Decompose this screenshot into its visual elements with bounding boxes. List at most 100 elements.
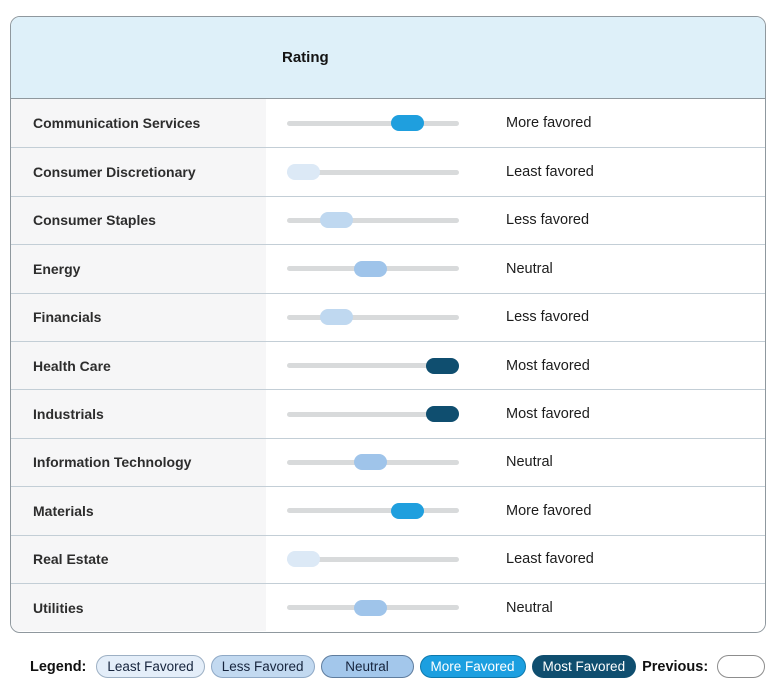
rating-slider-track [287, 212, 459, 229]
rating-text: Least favored [506, 551, 594, 568]
table-row: Utilities Neutral [11, 582, 765, 632]
rating-slider-thumb [287, 164, 320, 181]
sector-label-cell: Health Care [11, 341, 266, 390]
sector-label-cell: Information Technology [11, 438, 266, 487]
legend-label: Legend: [30, 658, 87, 675]
rating-text: Neutral [506, 260, 553, 277]
legend-pill-neutral: Neutral [320, 655, 414, 678]
rating-text: Neutral [506, 454, 553, 471]
sector-name: Health Care [33, 357, 111, 374]
table-row: Information Technology Neutral [11, 437, 765, 487]
sector-name: Utilities [33, 599, 84, 616]
legend-pill-more-favored: More Favored [419, 655, 526, 678]
sector-name: Consumer Staples [33, 212, 156, 229]
sector-name: Communication Services [33, 115, 201, 132]
rating-slider-cell [266, 438, 506, 487]
rating-slider-track [287, 599, 459, 616]
rating-slider-thumb [390, 502, 424, 519]
rating-slider-thumb [320, 309, 354, 326]
sector-rating-table: Rating Communication Services More favor… [10, 16, 766, 633]
rating-text: More favored [506, 502, 592, 519]
table-row: Consumer Discretionary Least favored [11, 147, 765, 196]
table-row: Energy Neutral [11, 244, 765, 293]
rating-text-cell: Least favored [506, 148, 765, 196]
table-row: Financials Less favored [11, 292, 765, 341]
sector-name: Materials [33, 502, 94, 519]
rating-slider-cell [266, 341, 506, 390]
sector-label-cell: Communication Services [11, 99, 266, 148]
rating-slider-cell [266, 196, 506, 245]
previous-empty-pill [717, 655, 766, 678]
rating-text-cell: Most favored [506, 390, 765, 438]
rating-text-cell: Least favored [506, 535, 765, 583]
rating-column-header: Rating [282, 49, 329, 66]
table-row: Communication Services More favored [11, 99, 765, 148]
sector-label-cell: Consumer Discretionary [11, 148, 266, 196]
rating-text: Neutral [506, 599, 553, 616]
rating-slider-thumb [320, 212, 354, 229]
sector-label-cell: Energy [11, 245, 266, 293]
rating-text-cell: Neutral [506, 438, 765, 487]
rating-text-cell: Neutral [506, 245, 765, 293]
rating-text: Least favored [506, 164, 594, 181]
rating-slider-cell [266, 245, 506, 293]
sector-label-cell: Consumer Staples [11, 196, 266, 245]
rating-slider-cell [266, 487, 506, 535]
rating-text: More favored [506, 115, 592, 132]
rating-slider-cell [266, 390, 506, 438]
sector-label-cell: Industrials [11, 390, 266, 438]
rating-slider-track [287, 115, 459, 132]
rating-slider-track [287, 406, 459, 423]
rating-slider-thumb [353, 454, 387, 471]
rating-slider-thumb [353, 260, 387, 277]
rating-slider-thumb [390, 115, 424, 132]
legend-bar: Legend: Least Favored Less Favored Neutral… [30, 655, 766, 678]
sector-label-cell: Real Estate [11, 535, 266, 583]
rating-slider-cell [266, 148, 506, 196]
sector-label-cell: Utilities [11, 583, 266, 632]
sector-name: Real Estate [33, 551, 109, 568]
legend-pill-less-favored: Less Favored [210, 655, 315, 678]
rating-text-cell: Most favored [506, 341, 765, 390]
sector-label-cell: Materials [11, 487, 266, 535]
sector-label-cell: Financials [11, 293, 266, 341]
rating-slider-cell [266, 293, 506, 341]
sector-name: Consumer Discretionary [33, 164, 196, 181]
rating-slider-track [287, 309, 459, 326]
rating-text: Less favored [506, 309, 590, 326]
previous-group: Previous: [642, 655, 766, 678]
table-row: Materials More favored [11, 486, 765, 535]
table-row: Health Care Most favored [11, 340, 765, 390]
rating-text-cell: More favored [506, 487, 765, 535]
rating-slider-track [287, 551, 459, 568]
table-row: Industrials Most favored [11, 389, 765, 438]
sector-name: Industrials [33, 406, 104, 423]
legend-pill-most-favored: Most Favored [531, 655, 637, 678]
rating-text-cell: More favored [506, 99, 765, 148]
rating-slider-cell [266, 583, 506, 632]
sector-name: Information Technology [33, 454, 192, 471]
rating-slider-track [287, 164, 459, 181]
rating-text: Most favored [506, 406, 590, 423]
legend-pill-least-favored: Least Favored [96, 655, 205, 678]
rating-slider-track [287, 357, 459, 374]
previous-label: Previous: [642, 658, 709, 675]
rating-text-cell: Neutral [506, 583, 765, 632]
rating-slider-cell [266, 99, 506, 148]
sector-name: Energy [33, 260, 81, 277]
table-row: Real Estate Least favored [11, 534, 765, 583]
sector-name: Financials [33, 309, 102, 326]
rating-slider-cell [266, 535, 506, 583]
rating-slider-track [287, 502, 459, 519]
rating-text-cell: Less favored [506, 293, 765, 341]
table-body: Communication Services More favored Cons… [11, 99, 765, 632]
rating-slider-thumb [426, 406, 459, 423]
rating-slider-thumb [353, 599, 387, 616]
table-header: Rating [11, 17, 765, 99]
rating-text-cell: Less favored [506, 196, 765, 245]
legend-pills: Least Favored Less Favored Neutral More Fav… [96, 655, 642, 678]
table-row: Consumer Staples Less favored [11, 195, 765, 245]
rating-text: Less favored [506, 212, 590, 229]
rating-text: Most favored [506, 357, 590, 374]
